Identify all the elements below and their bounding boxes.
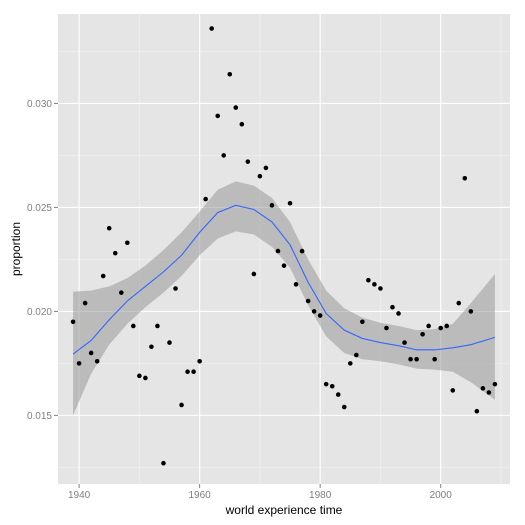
data-point: [257, 173, 263, 179]
data-point: [131, 323, 136, 329]
data-point: [215, 113, 221, 119]
data-point: [390, 304, 395, 310]
data-point: [462, 175, 468, 181]
smooth-line-layer: [72, 204, 496, 355]
data-point: [149, 344, 154, 350]
data-point: [245, 159, 251, 164]
x-tick-label: 1980: [309, 490, 332, 501]
data-point: [227, 72, 233, 77]
data-point: [185, 369, 190, 375]
axis-ticks: [54, 102, 442, 488]
data-points: [70, 26, 498, 466]
data-point: [402, 340, 407, 345]
y-tick-label: 0.025: [27, 203, 52, 214]
y-tick-label: 0.030: [27, 99, 52, 110]
data-point: [335, 392, 341, 397]
confidence-band: [73, 181, 495, 416]
data-point: [384, 325, 389, 331]
data-point: [197, 359, 202, 364]
data-point: [486, 390, 492, 395]
data-point: [474, 408, 480, 414]
data-point: [432, 356, 437, 362]
y-tick-label: 0.020: [27, 307, 52, 318]
data-point: [275, 248, 281, 254]
data-point: [143, 375, 148, 381]
data-point: [112, 250, 118, 256]
data-point: [94, 359, 100, 364]
data-point: [233, 105, 239, 110]
data-point: [420, 331, 425, 337]
data-point: [251, 271, 257, 277]
axis-tick-labels: 1940 1960 1980 2000 0.015 0.020 0.025 0.030: [27, 99, 452, 501]
data-point: [118, 290, 124, 295]
data-point: [414, 356, 419, 362]
data-point: [468, 309, 474, 314]
x-tick-label: 1940: [68, 490, 91, 501]
data-point: [155, 323, 160, 329]
data-point: [347, 361, 353, 366]
data-point: [329, 383, 335, 389]
data-point: [173, 286, 178, 291]
data-point: [76, 361, 82, 366]
data-point: [106, 225, 112, 231]
data-point: [299, 248, 305, 254]
data-point: [323, 381, 329, 387]
y-tick-label: 0.015: [27, 411, 52, 422]
data-point: [426, 323, 431, 329]
data-point: [179, 402, 184, 408]
data-point: [492, 381, 498, 387]
data-point: [191, 369, 196, 375]
data-point: [317, 313, 323, 318]
smooth-line: [72, 204, 496, 355]
data-point: [408, 356, 413, 362]
y-axis-title: proportion: [9, 222, 23, 276]
x-tick-label: 2000: [430, 490, 453, 501]
data-point: [438, 325, 443, 331]
data-point: [456, 300, 462, 306]
data-point: [70, 319, 76, 325]
data-point: [287, 200, 293, 206]
data-point: [82, 300, 88, 306]
data-point: [341, 404, 347, 410]
data-point: [161, 460, 166, 466]
data-point: [209, 26, 214, 31]
data-point: [269, 203, 275, 208]
x-axis-title: world experience time: [225, 503, 343, 517]
data-point: [366, 277, 371, 283]
data-point: [167, 340, 172, 345]
data-point: [396, 311, 401, 316]
data-point: [239, 121, 245, 127]
data-point: [480, 386, 486, 391]
x-tick-label: 1960: [189, 490, 212, 501]
data-point: [221, 153, 227, 158]
data-point: [203, 196, 208, 202]
data-point: [354, 352, 359, 358]
data-point: [88, 350, 94, 356]
data-point: [450, 388, 456, 393]
data-point: [263, 165, 269, 171]
data-point: [137, 373, 142, 379]
data-point: [372, 282, 377, 287]
data-point: [311, 309, 317, 314]
data-point: [378, 286, 383, 291]
data-point: [444, 323, 450, 329]
data-point: [305, 298, 311, 304]
data-point: [125, 240, 130, 246]
data-point: [360, 319, 365, 325]
confidence-band-layer: [73, 181, 495, 416]
data-point: [100, 273, 106, 279]
data-point: [293, 282, 299, 287]
data-point: [281, 263, 287, 268]
